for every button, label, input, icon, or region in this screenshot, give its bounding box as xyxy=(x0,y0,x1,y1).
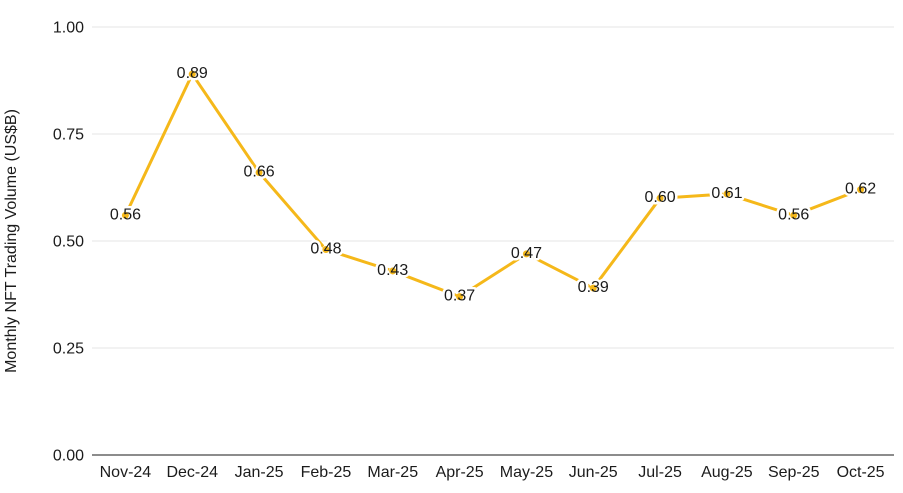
series-line xyxy=(123,72,863,299)
x-tick-label: Sep-25 xyxy=(768,464,820,481)
x-tick-label: Mar-25 xyxy=(367,464,418,481)
data-point xyxy=(121,211,129,219)
data-label: 0.56 xyxy=(778,206,809,223)
data-point xyxy=(857,186,865,194)
x-tick-label: Feb-25 xyxy=(301,464,352,481)
y-axis-title: Monthly NFT Trading Volume (US$B) xyxy=(3,109,20,373)
data-label: 0.47 xyxy=(511,245,542,262)
x-tick-label: Nov-24 xyxy=(100,464,152,481)
data-point xyxy=(456,293,464,301)
x-tick-label: Jan-25 xyxy=(235,464,284,481)
data-point xyxy=(322,246,330,254)
data-label: 0.37 xyxy=(444,288,475,305)
data-point xyxy=(255,169,263,177)
y-tick-label: 0.75 xyxy=(53,127,84,144)
data-label: 0.39 xyxy=(578,279,609,296)
y-tick-label: 0.50 xyxy=(53,234,84,251)
data-label: 0.48 xyxy=(310,241,341,258)
data-point xyxy=(522,250,530,258)
x-tick-label: Jul-25 xyxy=(638,464,682,481)
data-label: 0.43 xyxy=(377,262,408,279)
data-point xyxy=(389,267,397,275)
x-tick-label: Oct-25 xyxy=(837,464,885,481)
data-label: 0.60 xyxy=(645,189,676,206)
data-label: 0.66 xyxy=(244,164,275,181)
data-label: 0.89 xyxy=(177,65,208,82)
data-point xyxy=(790,211,798,219)
x-tick-label: Dec-24 xyxy=(166,464,218,481)
data-label: 0.61 xyxy=(711,185,742,202)
x-tick-label: May-25 xyxy=(500,464,553,481)
data-point xyxy=(723,190,731,198)
x-tick-label: Apr-25 xyxy=(436,464,484,481)
x-tick-label: Jun-25 xyxy=(569,464,618,481)
data-point xyxy=(656,194,664,202)
y-tick-label: 1.00 xyxy=(53,20,84,37)
data-point xyxy=(188,70,196,78)
data-point xyxy=(589,284,597,292)
y-tick-label: 0.00 xyxy=(53,448,84,465)
data-label: 0.62 xyxy=(845,181,876,198)
y-tick-label: 0.25 xyxy=(53,341,84,358)
data-label: 0.56 xyxy=(110,206,141,223)
x-tick-label: Aug-25 xyxy=(701,464,753,481)
